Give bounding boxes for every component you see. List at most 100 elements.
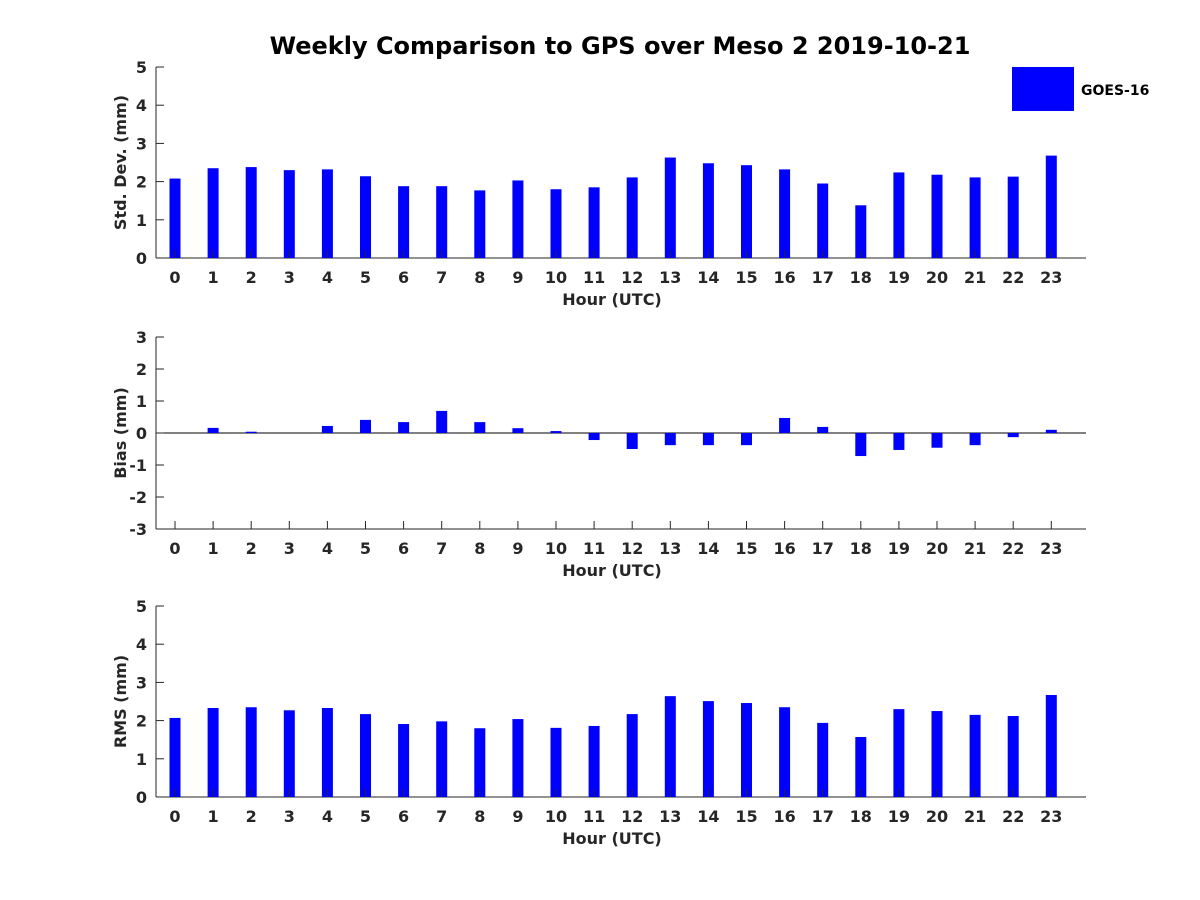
x-tick-label: 18 xyxy=(850,807,872,826)
y-tick-label: 4 xyxy=(136,96,147,115)
bar-hour-2 xyxy=(245,167,257,258)
x-tick-label: 15 xyxy=(735,268,757,287)
x-tick-label: 14 xyxy=(697,807,719,826)
x-tick-label: 4 xyxy=(322,268,333,287)
bar-hour-21 xyxy=(969,177,981,258)
y-tick-label: -1 xyxy=(129,456,147,475)
legend: GOES-16 xyxy=(1012,67,1149,111)
bar-hour-10 xyxy=(550,727,562,797)
x-tick-label: 20 xyxy=(926,268,948,287)
y-tick-label: 0 xyxy=(136,788,147,807)
x-tick-label: 18 xyxy=(850,539,872,558)
x-tick-label: 1 xyxy=(208,539,219,558)
y-tick-label: 1 xyxy=(136,750,147,769)
x-axis-label: Hour (UTC) xyxy=(562,290,662,309)
x-tick-label: 14 xyxy=(697,539,719,558)
y-tick-label: 2 xyxy=(136,712,147,731)
bar-hour-8 xyxy=(474,190,486,258)
x-tick-label: 23 xyxy=(1040,539,1062,558)
x-tick-label: 1 xyxy=(208,268,219,287)
y-tick-label: 3 xyxy=(136,134,147,153)
bar-hour-15 xyxy=(741,433,752,446)
y-tick-label: -2 xyxy=(129,488,147,507)
bar-hour-8 xyxy=(474,422,486,433)
bar-hour-23 xyxy=(1045,155,1057,258)
bar-hour-15 xyxy=(741,703,752,797)
x-tick-label: 2 xyxy=(246,539,257,558)
x-tick-label: 8 xyxy=(474,807,485,826)
bar-hour-5 xyxy=(360,714,371,797)
bar-hour-21 xyxy=(969,714,981,797)
x-tick-label: 22 xyxy=(1002,268,1024,287)
y-tick-label: 5 xyxy=(136,58,147,77)
bar-hour-19 xyxy=(893,709,905,797)
bar-hour-11 xyxy=(588,187,600,258)
bar-hour-0 xyxy=(169,717,181,797)
bar-hour-18 xyxy=(855,433,867,457)
x-tick-label: 16 xyxy=(773,268,795,287)
bar-hour-9 xyxy=(512,719,524,797)
x-tick-label: 3 xyxy=(284,807,295,826)
y-tick-label: 0 xyxy=(136,424,147,443)
bar-hour-2 xyxy=(245,431,257,433)
x-tick-label: 23 xyxy=(1040,268,1062,287)
x-tick-label: 13 xyxy=(659,268,681,287)
x-tick-label: 20 xyxy=(926,807,948,826)
x-tick-label: 10 xyxy=(545,807,567,826)
x-tick-label: 8 xyxy=(474,539,485,558)
y-tick-label: 3 xyxy=(136,673,147,692)
x-tick-label: 21 xyxy=(964,268,986,287)
y-tick-label: 4 xyxy=(136,635,147,654)
bar-hour-22 xyxy=(1007,433,1019,438)
x-tick-label: 13 xyxy=(659,807,681,826)
bar-hour-15 xyxy=(741,165,752,258)
x-tick-label: 15 xyxy=(735,807,757,826)
x-tick-label: 12 xyxy=(621,268,643,287)
bar-hour-3 xyxy=(283,170,295,258)
bar-hour-14 xyxy=(702,163,714,258)
x-tick-label: 6 xyxy=(398,539,409,558)
bar-hour-19 xyxy=(893,172,905,258)
bar-hour-3 xyxy=(283,710,295,797)
x-tick-label: 7 xyxy=(436,539,447,558)
bar-hour-13 xyxy=(664,157,676,258)
bar-hour-2 xyxy=(245,707,257,797)
x-tick-label: 6 xyxy=(398,268,409,287)
bar-hour-1 xyxy=(207,168,219,258)
x-tick-label: 4 xyxy=(322,807,333,826)
x-tick-label: 9 xyxy=(512,268,523,287)
bar-hour-7 xyxy=(436,186,448,258)
chart-title: Weekly Comparison to GPS over Meso 2 201… xyxy=(270,32,971,60)
x-tick-label: 14 xyxy=(697,268,719,287)
bar-hour-14 xyxy=(702,433,714,446)
bar-hour-21 xyxy=(969,433,981,446)
x-tick-label: 4 xyxy=(322,539,333,558)
x-tick-label: 11 xyxy=(583,268,605,287)
bar-hour-0 xyxy=(169,178,181,258)
bar-hour-17 xyxy=(817,722,829,797)
bar-hour-16 xyxy=(779,417,791,433)
bar-hour-20 xyxy=(931,711,943,797)
x-tick-label: 22 xyxy=(1002,807,1024,826)
bar-hour-18 xyxy=(855,737,867,797)
y-tick-label: 3 xyxy=(136,328,147,347)
bar-hour-17 xyxy=(817,426,829,433)
bar-hour-4 xyxy=(321,707,333,797)
x-tick-label: 17 xyxy=(812,268,834,287)
y-tick-label: 2 xyxy=(136,173,147,192)
bar-hour-16 xyxy=(779,707,791,797)
x-tick-label: 15 xyxy=(735,539,757,558)
bar-hour-11 xyxy=(588,433,600,441)
x-tick-label: 1 xyxy=(208,807,219,826)
x-tick-label: 21 xyxy=(964,539,986,558)
bar-hour-4 xyxy=(321,169,333,258)
x-axis-label: Hour (UTC) xyxy=(562,829,662,848)
bar-hour-19 xyxy=(893,433,905,450)
bar-hour-5 xyxy=(360,176,371,258)
x-tick-label: 11 xyxy=(583,807,605,826)
x-tick-label: 0 xyxy=(169,539,180,558)
y-tick-label: 1 xyxy=(136,211,147,230)
x-tick-label: 19 xyxy=(888,807,910,826)
x-tick-label: 0 xyxy=(169,268,180,287)
bar-hour-23 xyxy=(1045,429,1057,433)
